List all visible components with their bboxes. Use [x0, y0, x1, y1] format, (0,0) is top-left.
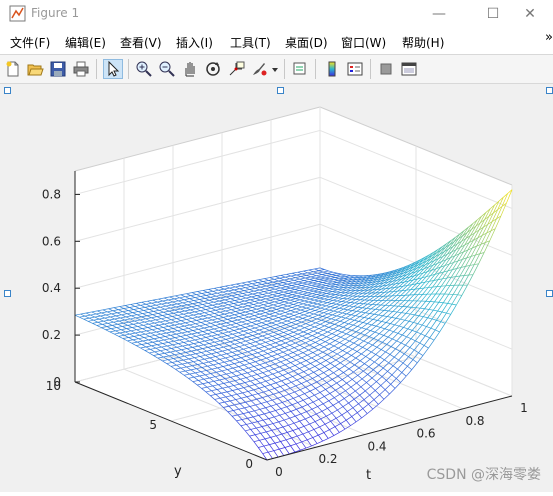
menu-insert[interactable]: 插入(I) [176, 34, 213, 51]
print-icon[interactable] [72, 60, 90, 78]
minimize-icon: — [432, 6, 446, 22]
close-button[interactable]: ✕ [507, 0, 553, 28]
menu-file[interactable]: 文件(F) [10, 34, 50, 51]
y-tick-label: 10 [46, 379, 61, 393]
menu-view[interactable]: 查看(V) [120, 34, 162, 51]
t-tick-label: 0.6 [416, 427, 435, 441]
menu-tools[interactable]: 工具(T) [230, 34, 271, 51]
t-tick-label: 1 [520, 401, 528, 415]
t-axis-label: t [366, 468, 371, 483]
minimize-button[interactable]: — [416, 0, 462, 28]
hide-tools-icon[interactable] [377, 60, 395, 78]
data-cursor-icon[interactable] [227, 60, 245, 78]
watermark-text: CSDN @深海零娄 [427, 464, 541, 484]
t-tick-label: 0.8 [465, 414, 484, 428]
selection-handle[interactable] [277, 87, 284, 94]
toolbar-separator [370, 59, 371, 79]
zoom-in-icon[interactable] [135, 60, 153, 78]
selection-handle[interactable] [546, 87, 553, 94]
z-tick-label: 0.6 [42, 234, 61, 248]
menu-bar: 文件(F) 编辑(E) 查看(V) 插入(I) 工具(T) 桌面(D) 窗口(W… [0, 30, 553, 52]
legend-icon[interactable] [346, 60, 364, 78]
z-tick-label: 0.8 [42, 187, 61, 201]
menu-edit[interactable]: 编辑(E) [65, 34, 106, 51]
y-tick-label: 0 [245, 457, 253, 471]
close-icon: ✕ [524, 6, 536, 22]
link-icon[interactable] [291, 60, 309, 78]
menu-window[interactable]: 窗口(W) [341, 34, 386, 51]
toolbar-separator [284, 59, 285, 79]
toolbar-separator [96, 59, 97, 79]
dropdown-icon[interactable] [270, 60, 280, 78]
figure-toolbar [0, 54, 553, 84]
dock-icon[interactable] [400, 60, 418, 78]
pointer-icon[interactable] [104, 60, 122, 78]
matlab-figure-icon [9, 5, 26, 22]
zoom-out-icon[interactable] [158, 60, 176, 78]
y-tick-label: 5 [149, 418, 157, 432]
save-icon[interactable] [49, 60, 67, 78]
z-tick-label: 0.4 [42, 281, 61, 295]
menu-help[interactable]: 帮助(H) [402, 34, 444, 51]
axes-box [75, 107, 512, 460]
mesh-line [416, 308, 420, 309]
title-bar: Figure 1 — ☐ ✕ [0, 0, 553, 28]
selection-handle[interactable] [546, 290, 553, 297]
rotate-icon[interactable] [204, 60, 222, 78]
menu-overflow-icon[interactable]: » [545, 30, 553, 45]
y-axis-label: y [174, 464, 182, 479]
t-tick-label: 0 [275, 465, 283, 479]
open-icon[interactable] [26, 60, 44, 78]
selection-handle[interactable] [4, 87, 11, 94]
toolbar-separator [315, 59, 316, 79]
colorbar-icon[interactable] [323, 60, 341, 78]
menu-desktop[interactable]: 桌面(D) [285, 34, 328, 51]
pan-icon[interactable] [181, 60, 199, 78]
t-tick-label: 0.4 [367, 439, 386, 453]
mesh-line [346, 275, 350, 276]
brush-icon[interactable] [250, 60, 268, 78]
selection-handle[interactable] [4, 290, 11, 297]
new-figure-icon[interactable] [4, 60, 22, 78]
t-tick-label: 0.2 [318, 452, 337, 466]
window-title: Figure 1 [31, 6, 79, 20]
toolbar-separator [128, 59, 129, 79]
maximize-icon: ☐ [487, 6, 500, 22]
z-tick-label: 0.2 [42, 328, 61, 342]
